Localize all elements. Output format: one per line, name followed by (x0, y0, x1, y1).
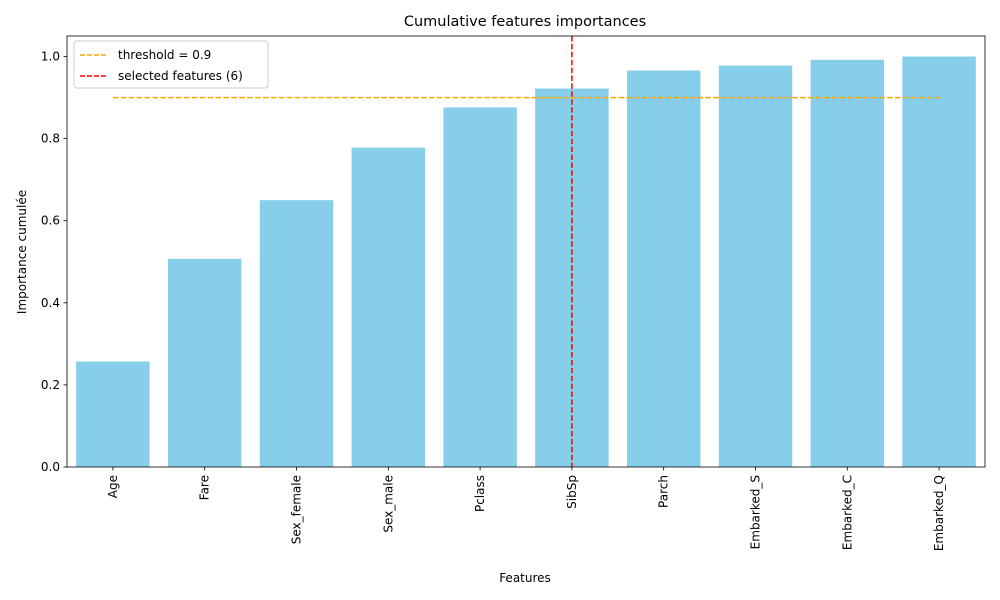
x-tick-label: Sex_female (290, 475, 304, 544)
x-tick-label: Pclass (473, 475, 487, 512)
x-tick-label: Fare (198, 475, 212, 500)
plot-area: 0.0 0.2 0.4 0.6 0.8 1.0 Age Fare Sex_female Sex_m… (41, 35, 986, 551)
x-tick-label: Embarked_Q (932, 475, 946, 551)
y-tick-label: 1.0 (41, 50, 60, 64)
axes-frame (66, 35, 986, 468)
bar-age (76, 361, 150, 467)
bar-embarked-q (902, 56, 976, 468)
y-tick-label: 0.0 (41, 460, 60, 474)
bar-embarked-c (810, 59, 885, 467)
legend-box (73, 40, 269, 89)
y-tick-label: 0.6 (41, 214, 60, 228)
x-axis-title: Features (499, 571, 551, 585)
bar-embarked-s (718, 65, 793, 467)
legend-selected-label: selected features (6) (118, 69, 243, 83)
y-axis-title: Importance cumulée (15, 190, 29, 314)
x-tick-label: Embarked_S (749, 475, 763, 549)
bar-pclass (443, 107, 517, 468)
chart-title: Cumulative features importances (404, 14, 646, 30)
bar-parch (626, 70, 701, 467)
y-tick-label: 0.8 (41, 132, 60, 146)
x-tick-label: Age (106, 475, 120, 498)
x-tick-label: Sex_male (381, 475, 395, 533)
legend-threshold-label: threshold = 0.9 (118, 48, 211, 62)
y-tick-label: 0.2 (41, 378, 60, 392)
bar-fare (167, 258, 242, 467)
bar-sex-female (259, 200, 334, 467)
legend: threshold = 0.9 selected features (6) (73, 40, 269, 89)
bar-sex-male (351, 147, 426, 467)
x-tick-label: Parch (657, 475, 671, 508)
y-tick-label: 0.4 (41, 296, 60, 310)
x-tick-label: SibSp (565, 475, 579, 509)
x-tick-label: Embarked_C (840, 475, 854, 550)
